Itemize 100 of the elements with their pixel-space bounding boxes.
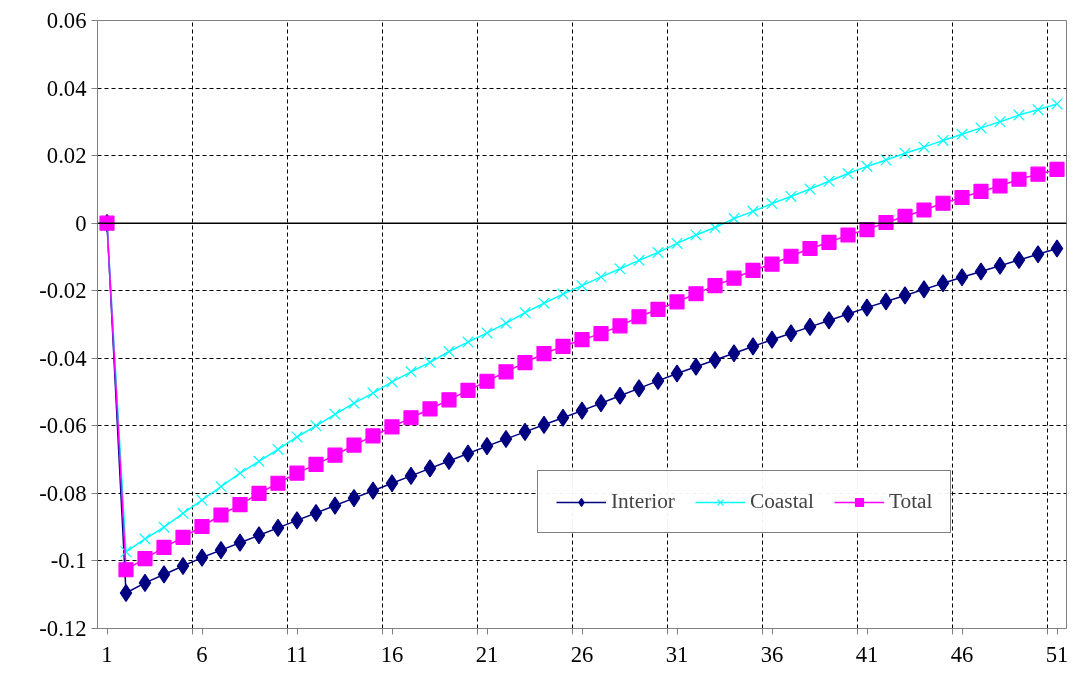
point bbox=[327, 447, 343, 463]
x-tick-label: 16 bbox=[380, 641, 404, 667]
point bbox=[175, 529, 191, 545]
point bbox=[177, 507, 189, 520]
point bbox=[441, 392, 457, 408]
point bbox=[785, 190, 797, 203]
point bbox=[1049, 161, 1065, 178]
point bbox=[993, 256, 1007, 275]
legend-label: Coastal bbox=[749, 489, 814, 514]
point bbox=[328, 496, 342, 515]
point bbox=[821, 234, 837, 251]
x-tick-label: 36 bbox=[760, 641, 784, 667]
point bbox=[500, 317, 512, 330]
point bbox=[156, 539, 172, 556]
point bbox=[251, 485, 267, 501]
point bbox=[917, 280, 931, 299]
point bbox=[329, 408, 341, 421]
point bbox=[461, 444, 475, 463]
y-tick-label: 0.06 bbox=[46, 8, 87, 33]
point bbox=[840, 227, 856, 243]
point bbox=[766, 197, 778, 210]
point bbox=[556, 408, 570, 427]
point bbox=[138, 573, 152, 592]
point bbox=[650, 301, 666, 317]
x-tick-label: 41 bbox=[855, 641, 879, 667]
point bbox=[1032, 103, 1044, 116]
point bbox=[385, 474, 399, 493]
y-tick-label: -0.1 bbox=[50, 548, 87, 574]
point bbox=[612, 318, 628, 334]
point bbox=[308, 456, 324, 472]
point bbox=[595, 270, 607, 283]
y-tick-label: 0 bbox=[75, 210, 87, 236]
point bbox=[194, 518, 210, 535]
x-tick-label: 46 bbox=[950, 641, 974, 667]
point bbox=[196, 494, 208, 507]
point bbox=[594, 394, 608, 413]
point bbox=[842, 167, 854, 180]
point bbox=[575, 401, 589, 420]
point bbox=[804, 183, 816, 195]
point bbox=[347, 489, 361, 508]
point bbox=[289, 465, 305, 481]
point bbox=[309, 503, 323, 523]
point bbox=[574, 332, 590, 348]
point bbox=[137, 550, 153, 567]
point bbox=[270, 475, 286, 491]
point bbox=[690, 229, 702, 241]
point bbox=[290, 511, 304, 530]
point bbox=[232, 496, 248, 513]
point bbox=[689, 357, 703, 376]
point bbox=[633, 254, 645, 267]
point bbox=[613, 386, 627, 405]
point bbox=[214, 541, 228, 560]
x-tick-label: 6 bbox=[196, 641, 208, 667]
point bbox=[1031, 245, 1045, 264]
point bbox=[272, 443, 284, 456]
point bbox=[443, 345, 455, 358]
point bbox=[481, 327, 493, 339]
point bbox=[727, 344, 741, 363]
point bbox=[1030, 166, 1046, 182]
point bbox=[403, 410, 419, 426]
point bbox=[802, 240, 818, 257]
point bbox=[460, 382, 476, 398]
point bbox=[1013, 109, 1025, 121]
point bbox=[652, 246, 664, 259]
point bbox=[861, 160, 873, 173]
y-tick-label: -0.04 bbox=[39, 345, 87, 371]
point bbox=[1011, 171, 1027, 187]
point bbox=[291, 431, 303, 443]
point bbox=[880, 154, 892, 166]
point bbox=[233, 533, 247, 552]
point bbox=[956, 128, 968, 141]
point bbox=[803, 317, 817, 336]
x-tick-label: 1 bbox=[101, 641, 113, 667]
point bbox=[195, 548, 209, 567]
point bbox=[576, 279, 588, 292]
point bbox=[479, 373, 495, 389]
point bbox=[405, 365, 417, 378]
point bbox=[404, 466, 418, 485]
point bbox=[384, 419, 400, 435]
point bbox=[118, 562, 134, 578]
point bbox=[537, 415, 551, 434]
x-tick-label: 21 bbox=[475, 641, 499, 667]
point bbox=[745, 262, 761, 279]
point bbox=[348, 397, 360, 410]
y-tick-label: 0.04 bbox=[46, 75, 87, 101]
point bbox=[898, 286, 912, 305]
point bbox=[975, 122, 987, 134]
point bbox=[955, 268, 969, 287]
point bbox=[442, 451, 456, 471]
point bbox=[669, 294, 685, 310]
point bbox=[651, 371, 665, 391]
point bbox=[992, 178, 1008, 194]
point bbox=[234, 467, 246, 480]
y-tick-label: -0.12 bbox=[39, 616, 87, 641]
point bbox=[709, 221, 721, 234]
point bbox=[1012, 250, 1026, 270]
point bbox=[499, 429, 513, 449]
point bbox=[310, 419, 322, 432]
x-tick-label: 11 bbox=[286, 641, 308, 667]
point bbox=[215, 480, 227, 493]
